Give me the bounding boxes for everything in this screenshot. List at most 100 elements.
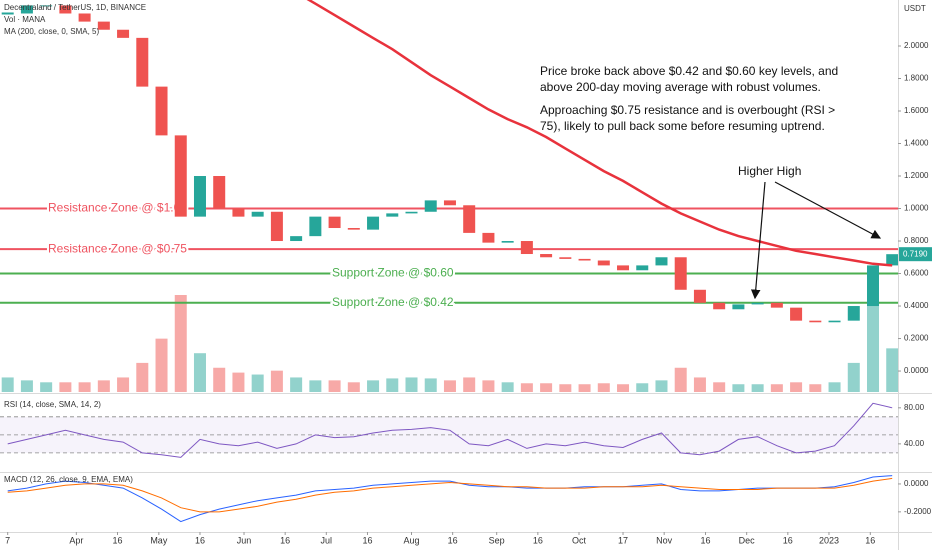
volume-bar — [482, 380, 495, 392]
volume-bar — [367, 380, 380, 392]
x-tick-label: 16 — [783, 535, 793, 545]
price-bar — [693, 289, 706, 303]
zone-label: Support Zone @ $0.42 — [332, 295, 454, 309]
chart-title: Decentraland / TetherUS, 1D, BINANCE — [4, 3, 146, 12]
x-tick-label: 16 — [362, 535, 372, 545]
x-tick-label: 16 — [533, 535, 543, 545]
volume-bar — [847, 362, 860, 392]
note-line: 75), likely to pull back some before res… — [540, 119, 825, 133]
x-tick-label: 16 — [701, 535, 711, 545]
price-bar — [290, 236, 303, 242]
volume-bar — [559, 384, 572, 392]
note-line: Price broke back above $0.42 and $0.60 k… — [540, 64, 838, 78]
price-bar — [501, 241, 514, 243]
callout: Higher High — [738, 164, 801, 178]
volume-bar — [520, 383, 533, 392]
price-bar — [328, 216, 341, 229]
volume-bar — [886, 348, 898, 392]
x-tick-label: 7 — [5, 535, 10, 545]
x-tick-label: 16 — [280, 535, 290, 545]
x-tick-label: Jul — [321, 535, 333, 545]
price-bar — [155, 86, 168, 136]
x-tick-label: 16 — [112, 535, 122, 545]
volume-bar — [732, 384, 745, 392]
volume-bar — [636, 383, 649, 392]
price-bar — [20, 5, 33, 14]
y-tick-label: 0.4000 — [904, 301, 929, 310]
volume-bar — [867, 295, 880, 392]
y-tick-label: 0.6000 — [904, 269, 929, 278]
volume-bar — [463, 377, 476, 392]
volume-bar — [251, 374, 264, 392]
volume-bar — [693, 377, 706, 392]
price-bar — [636, 265, 649, 271]
volume-bar — [443, 380, 456, 392]
y-tick-label: 1.4000 — [904, 139, 929, 148]
price-bar — [97, 21, 110, 30]
indicator-line — [7, 477, 893, 513]
volume-bar — [232, 372, 245, 392]
price-bar — [405, 211, 418, 214]
last-price-label: 0.7190 — [903, 249, 928, 258]
volume-bar — [97, 380, 110, 392]
x-tick-label: Dec — [739, 535, 756, 545]
axes: 7 Apr 16 May 16 Jun 16 Jul 16 Aug 16 Sep 16 Oct 17 Nov 1… — [5, 41, 932, 545]
price-bar — [347, 228, 360, 230]
volume-bar — [578, 384, 591, 392]
x-tick-label: 17 — [618, 535, 628, 545]
price-bar — [674, 257, 687, 290]
indicator-line — [7, 402, 893, 458]
x-tick-label: Oct — [572, 535, 587, 545]
y-tick-label: 1.0000 — [904, 204, 929, 213]
y-tick-label: 1.2000 — [904, 171, 929, 180]
price-bar — [232, 208, 245, 217]
volume-bar — [40, 382, 53, 392]
volume-bar — [809, 384, 822, 392]
price-bar — [559, 257, 572, 259]
x-tick-label: 16 — [865, 535, 875, 545]
volume-bar — [347, 382, 360, 392]
price-bar — [520, 241, 533, 255]
note-line: above 200-day moving average with robust… — [540, 80, 821, 94]
price-bar — [732, 304, 745, 310]
volume-bar — [617, 384, 630, 392]
volume-bar — [597, 383, 610, 392]
volume-bar — [270, 370, 283, 392]
zone-label: Support Zone @ $0.60 — [332, 266, 454, 280]
volume-bar — [655, 380, 668, 392]
price-bar — [251, 211, 264, 217]
volume-bar — [501, 382, 514, 392]
volume-bar — [674, 367, 687, 392]
price-bar — [578, 258, 591, 261]
x-tick-label: 2023 — [819, 535, 839, 545]
volume-bar — [136, 362, 149, 392]
volume-bar — [155, 338, 168, 392]
price-bar — [367, 216, 380, 230]
price-bar — [117, 29, 130, 38]
price-bar — [136, 37, 149, 87]
y-tick-label: 1.6000 — [904, 106, 929, 115]
legend-line: MA (200, close, 0, SMA, 5) — [4, 27, 99, 36]
pane-title: MACD (12, 26, close, 9, EMA, EMA) — [4, 475, 133, 484]
price-bar — [770, 302, 783, 308]
price-bar — [847, 306, 860, 321]
volume-bar — [59, 382, 72, 392]
price-bar — [617, 265, 630, 271]
callout-arrow — [774, 181, 882, 239]
volume-bar — [751, 384, 764, 392]
y-tick-label: 1.8000 — [904, 74, 929, 83]
volume-bar — [328, 380, 341, 392]
axis-label: USDT — [904, 4, 926, 13]
volume-bar — [540, 383, 553, 392]
volume-bar — [117, 377, 130, 392]
volume-bar — [405, 377, 418, 392]
price-bar — [655, 257, 668, 266]
volume-bar — [1, 377, 14, 392]
y-tick-label: 0.8000 — [904, 236, 929, 245]
price-bar — [59, 5, 72, 14]
price-bar — [174, 135, 187, 217]
volume-bar — [309, 380, 322, 392]
zone-label: Resistance Zone @ $1.00 — [48, 201, 187, 215]
price-bar — [443, 200, 456, 206]
